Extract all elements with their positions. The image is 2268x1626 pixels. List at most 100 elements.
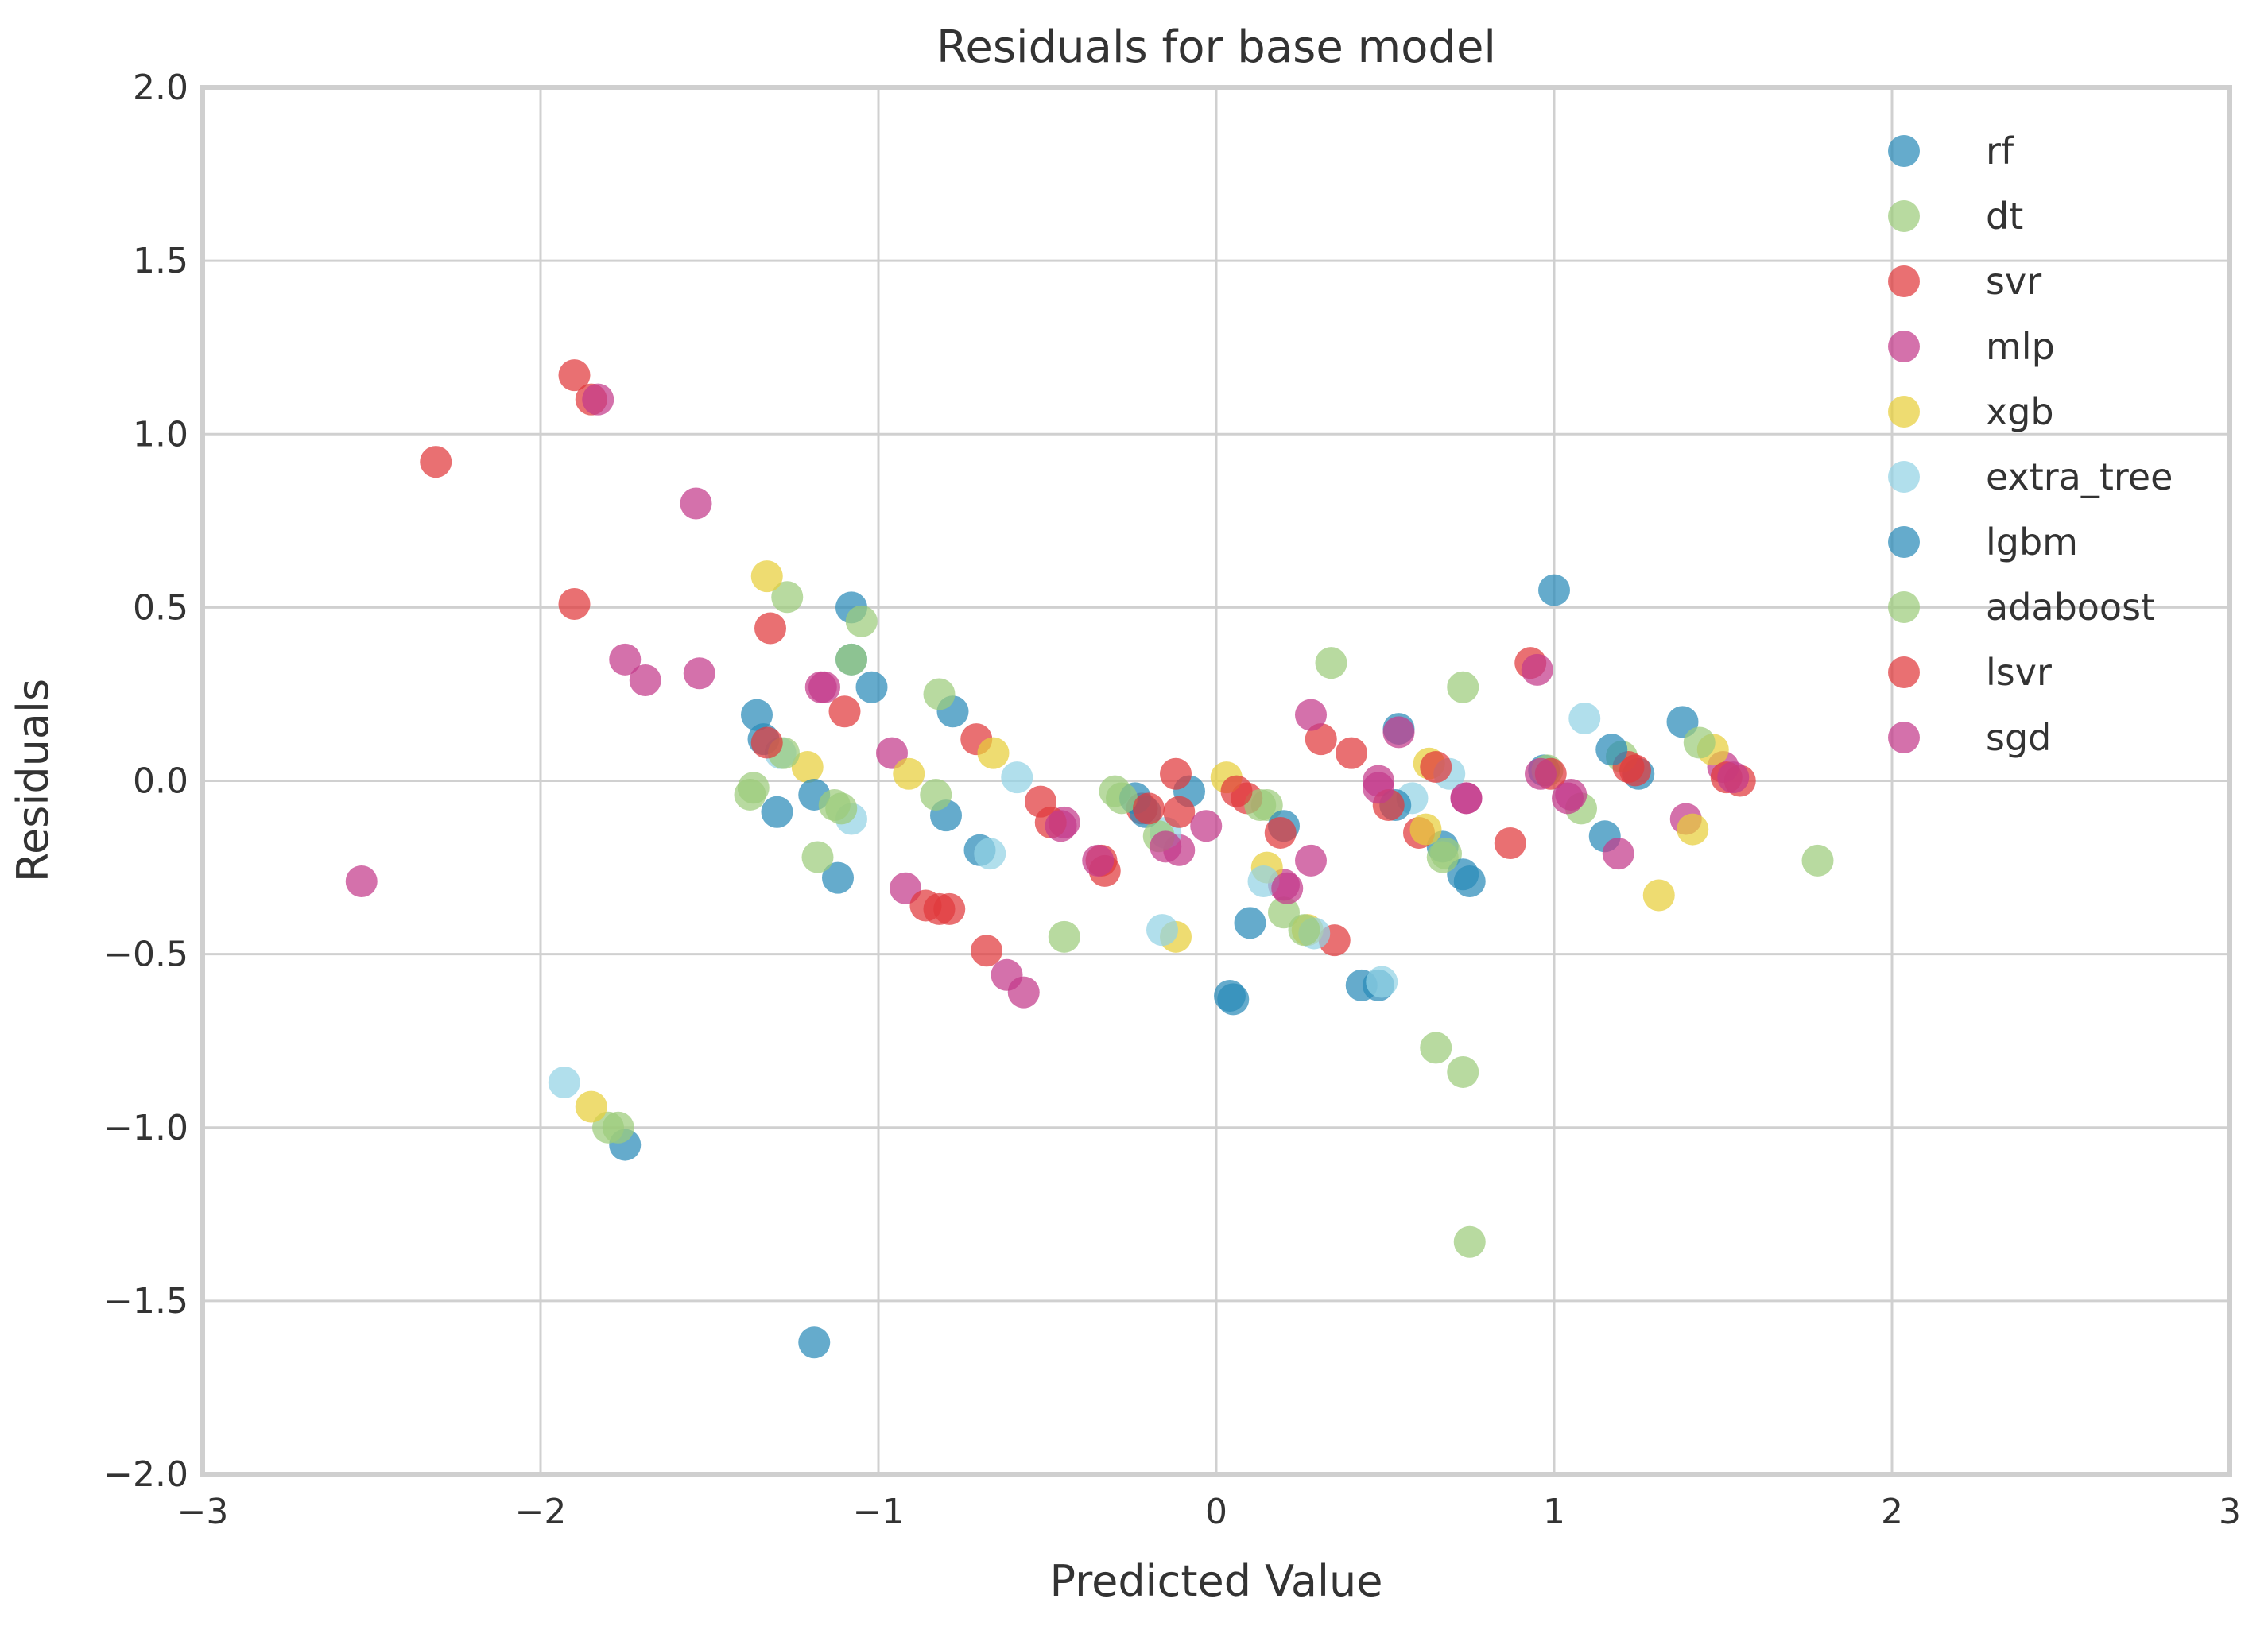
point-lgbm: [1595, 734, 1628, 766]
legend-marker-svr: [1888, 265, 1920, 297]
point-rf: [855, 671, 888, 703]
point-dt: [920, 778, 952, 811]
point-adaboost: [1106, 782, 1138, 815]
point-dt: [771, 581, 804, 614]
point-dt: [845, 605, 878, 637]
point-adaboost: [1288, 914, 1320, 947]
point-lsvr: [933, 892, 966, 925]
point-mlp: [1295, 844, 1327, 877]
y-tick-label: 1.5: [133, 241, 188, 281]
point-adaboost: [835, 643, 867, 676]
point-adaboost: [602, 1111, 634, 1144]
point-sgd: [629, 664, 661, 696]
legend-label-xgb: xgb: [1986, 390, 2054, 433]
x-tick-label: 2: [1881, 1492, 1903, 1532]
point-dt: [1048, 920, 1080, 953]
legend-marker-rf: [1888, 135, 1920, 167]
y-tick-label: 1.0: [133, 414, 188, 455]
point-svr: [1494, 827, 1526, 860]
scatter-points: [345, 359, 1834, 1359]
point-sgd: [1082, 844, 1115, 877]
series-sgd: [345, 383, 1750, 904]
point-dt: [1801, 844, 1834, 877]
point-lsvr: [1420, 751, 1452, 784]
point-svr: [1336, 737, 1367, 769]
point-svr: [420, 446, 452, 478]
point-extra_tree: [1568, 702, 1601, 734]
legend-marker-extra_tree: [1888, 461, 1920, 493]
y-tick-labels: 2.0 1.5 1.0 0.5 0.0 −0.5 −1.0 −1.5 −2.0: [103, 68, 188, 1495]
point-lsvr: [1220, 775, 1253, 807]
legend-marker-adaboost: [1888, 591, 1920, 623]
point-sgd: [1150, 830, 1182, 863]
x-tick-label: 3: [2219, 1492, 2241, 1532]
point-svr: [1305, 723, 1337, 756]
point-extra_tree: [1146, 914, 1178, 947]
point-adaboost: [734, 778, 766, 811]
point-sgd: [1271, 872, 1304, 904]
point-adaboost: [1426, 841, 1459, 873]
point-sgd: [1363, 772, 1394, 804]
point-sgd: [1717, 761, 1750, 794]
chart-title: Residuals for base model: [936, 21, 1496, 73]
point-dt: [1453, 1225, 1486, 1258]
point-lsvr: [1133, 792, 1165, 825]
legend-marker-xgb: [1888, 396, 1920, 428]
point-svr: [754, 612, 786, 645]
x-tick-label: −3: [177, 1492, 229, 1532]
point-svr: [971, 935, 1002, 967]
x-tick-label: 0: [1205, 1492, 1227, 1532]
point-dt: [923, 678, 956, 710]
point-sgd: [1525, 757, 1557, 790]
point-svr: [558, 588, 591, 621]
point-lgbm: [1217, 983, 1250, 1016]
point-dt: [1315, 647, 1347, 679]
point-dt: [1420, 1032, 1452, 1064]
point-svr: [1160, 757, 1192, 790]
point-dt: [801, 841, 834, 873]
point-xgb: [575, 1090, 607, 1123]
point-sgd: [1190, 810, 1223, 842]
point-sgd: [1552, 782, 1584, 815]
point-mlp: [1007, 976, 1040, 1009]
point-xgb: [791, 751, 824, 784]
point-mlp: [1602, 838, 1634, 870]
x-axis-title: Predicted Value: [1050, 1556, 1383, 1606]
point-rf: [1234, 907, 1266, 939]
point-rf: [761, 796, 793, 828]
legend-label-mlp: mlp: [1986, 325, 2055, 368]
point-sgd: [1450, 782, 1483, 815]
y-tick-label: 2.0: [133, 68, 188, 108]
point-mlp: [1382, 716, 1415, 749]
x-tick-label: 1: [1543, 1492, 1565, 1532]
point-rf: [741, 699, 773, 731]
y-tick-label: 0.5: [133, 587, 188, 628]
legend-label-svr: svr: [1986, 260, 2041, 303]
x-tick-labels: −3 −2 −1 0 1 2 3: [177, 1492, 2241, 1532]
point-mlp: [1295, 699, 1327, 731]
point-sgd: [582, 383, 614, 416]
y-tick-label: −2.0: [103, 1454, 188, 1495]
legend-label-extra_tree: extra_tree: [1986, 455, 2173, 498]
y-tick-label: −1.0: [103, 1108, 188, 1148]
point-xgb: [893, 757, 925, 790]
point-xgb: [1409, 813, 1442, 846]
legend-label-lgbm: lgbm: [1986, 521, 2078, 563]
point-mlp: [680, 487, 712, 520]
point-xgb: [1677, 813, 1709, 846]
point-dt: [1447, 671, 1479, 703]
point-extra_tree: [1366, 966, 1398, 998]
y-axis-title: Residuals: [8, 679, 58, 882]
point-dt: [1447, 1055, 1479, 1088]
point-xgb: [750, 560, 783, 593]
point-svr: [828, 695, 861, 728]
y-tick-label: 0.0: [133, 761, 188, 802]
point-sgd: [808, 671, 840, 703]
point-svr: [558, 359, 591, 392]
y-tick-label: −0.5: [103, 935, 188, 975]
plot-frame: [200, 85, 2232, 1477]
point-lsvr: [750, 726, 783, 759]
legend-marker-dt: [1888, 200, 1920, 232]
